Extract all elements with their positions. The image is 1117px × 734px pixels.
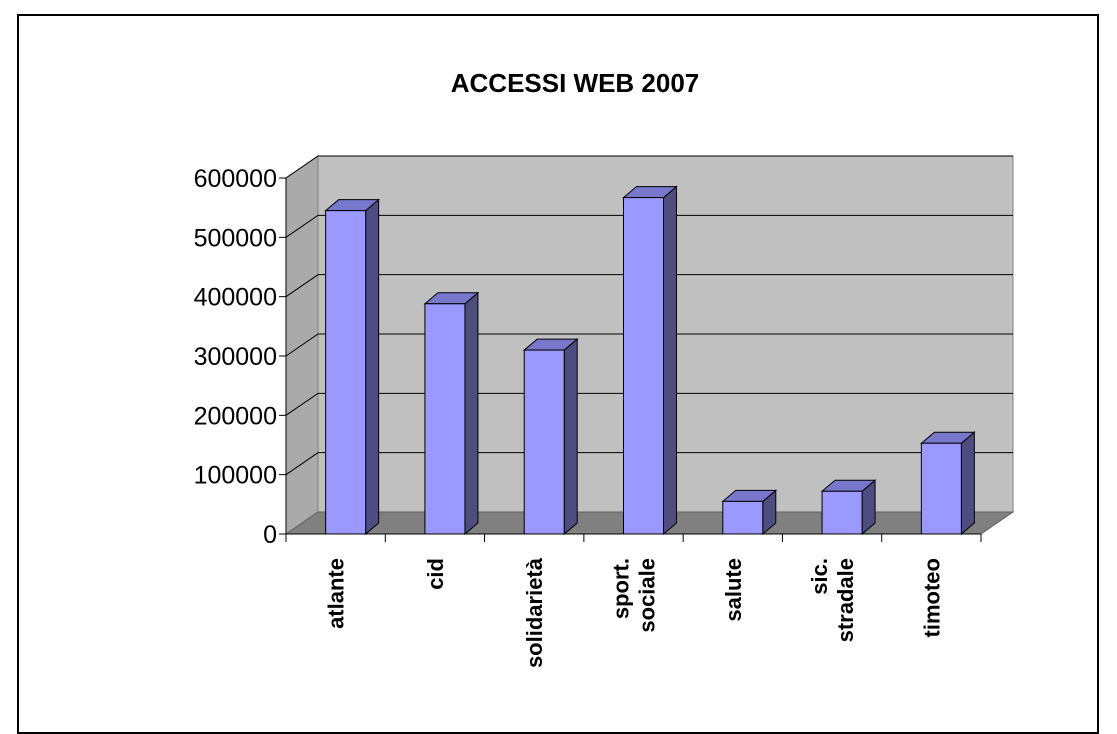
bar <box>722 500 764 535</box>
gridline <box>285 214 1013 238</box>
gridline <box>285 392 1013 416</box>
gridline <box>285 155 1013 179</box>
x-category-label: atlante <box>324 558 349 629</box>
x-category-label: sociale <box>635 558 660 633</box>
x-category-label: salute <box>721 558 746 622</box>
bar <box>523 349 565 535</box>
plot-area: 0 100000 200000 300000 400000 500000 600000 atl… <box>194 155 1015 668</box>
chart-frame: ACCESSI WEB 2007 0 100000 200000 300000 4000… <box>17 14 1099 734</box>
bar-chart: ACCESSI WEB 2007 0 100000 200000 300000 4000… <box>194 68 1015 668</box>
bar-side <box>663 185 677 536</box>
y-tick-label: 200000 <box>194 402 277 430</box>
bar-side <box>960 431 975 536</box>
bar <box>623 197 664 535</box>
y-tick-label: 300000 <box>194 343 277 371</box>
y-tick-label: 400000 <box>194 284 277 312</box>
y-tick-label: 0 <box>263 521 277 549</box>
x-category-label: timoteo <box>919 558 944 637</box>
chart-title: ACCESSI WEB 2007 <box>451 68 700 98</box>
x-category-label: solidarietà <box>522 557 547 668</box>
bar-side <box>464 291 479 536</box>
x-category-label: stradale <box>833 558 858 642</box>
bar <box>424 303 466 535</box>
x-category-label: cid <box>423 558 448 590</box>
bar <box>920 442 962 535</box>
x-category-label: sic. <box>807 558 832 595</box>
gridline <box>285 452 1013 476</box>
gridline <box>285 274 1013 298</box>
x-category-label: sport. <box>609 558 634 619</box>
y-tick-label: 100000 <box>194 462 277 490</box>
bar-side <box>563 337 578 536</box>
bar <box>325 210 367 535</box>
bar-side <box>365 198 380 536</box>
y-tick-label: 600000 <box>194 165 277 193</box>
bar <box>821 490 863 535</box>
gridline <box>285 333 1013 357</box>
y-tick-label: 500000 <box>194 224 277 252</box>
